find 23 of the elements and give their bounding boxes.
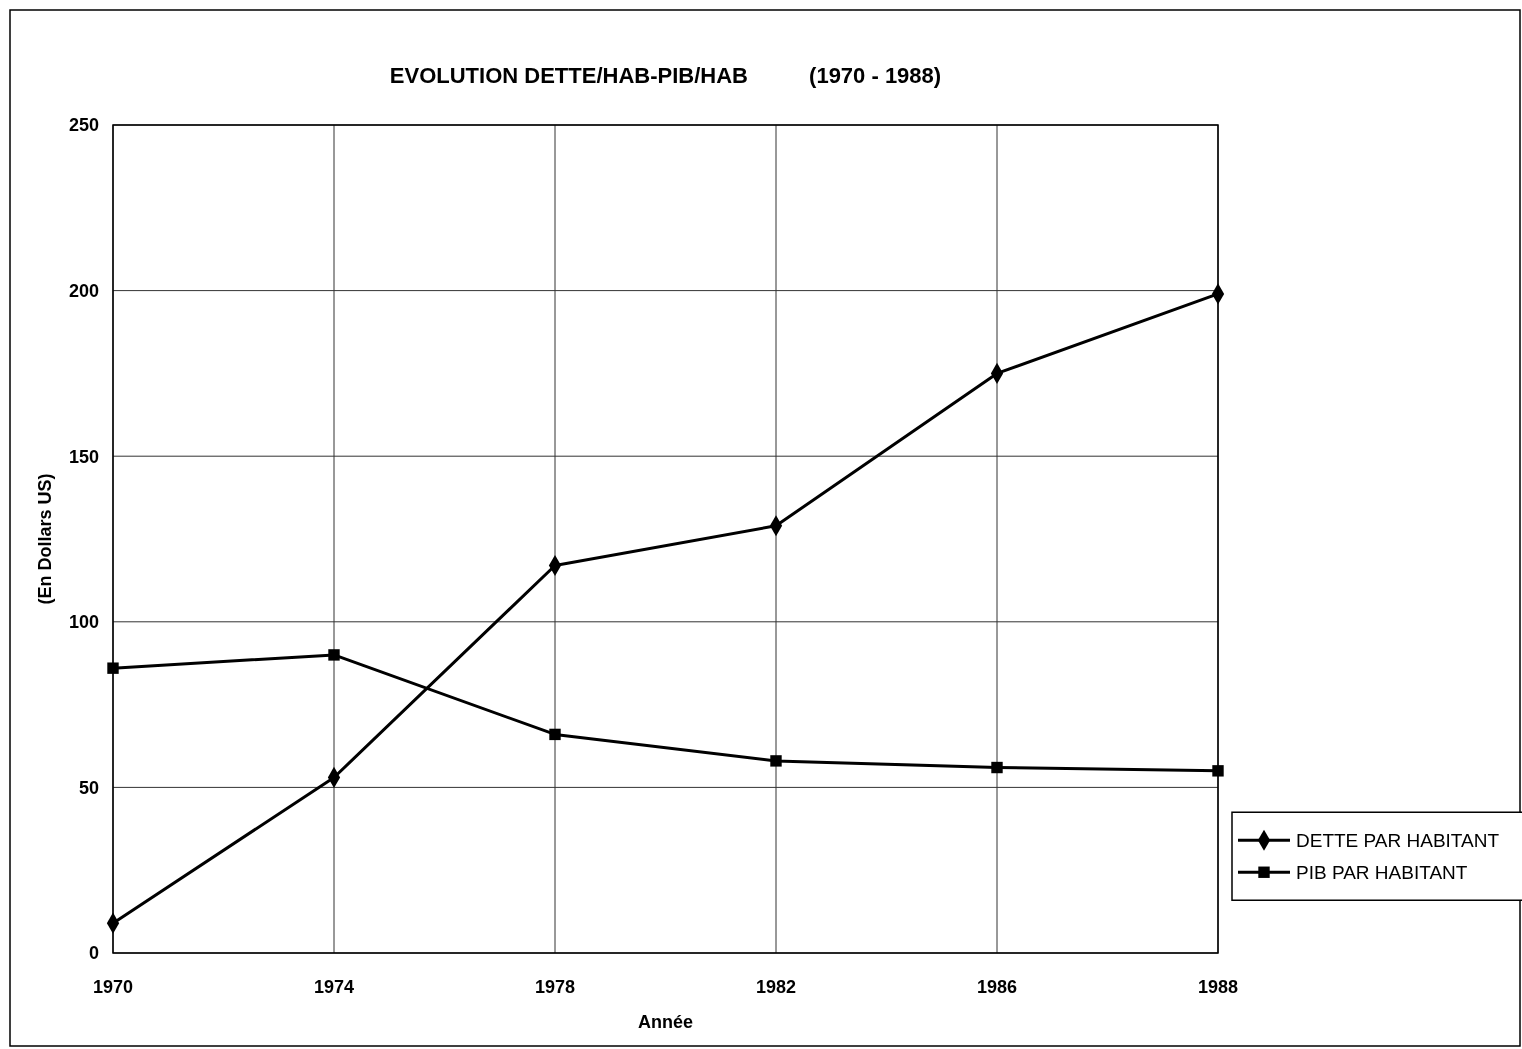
- x-tick-label: 1970: [92, 977, 134, 997]
- x-axis-title: Année: [637, 1012, 694, 1032]
- y-tick-label: 150: [68, 446, 99, 467]
- point: [1212, 765, 1224, 777]
- point: [549, 728, 561, 741]
- point: [770, 755, 782, 767]
- y-tick-label: 200: [68, 280, 99, 301]
- legend-label: PIB PAR HABITANT: [1296, 861, 1468, 883]
- x-tick-label: 1978: [534, 977, 576, 997]
- point: [991, 761, 1003, 774]
- x-tick-label: 1988: [1197, 977, 1239, 997]
- legend-label: DETTE PAR HABITANT: [1296, 829, 1500, 851]
- y-axis-title: (En Dollars US): [35, 473, 55, 605]
- y-tick-label: 100: [68, 612, 99, 633]
- x-tick-label: 1974: [313, 977, 355, 997]
- point: [328, 649, 340, 661]
- point: [107, 662, 119, 674]
- x-tick-label: 1986: [976, 977, 1018, 997]
- y-tick-label: 250: [68, 115, 99, 136]
- y-tick-label: 0: [88, 943, 99, 964]
- y-tick-label: 50: [78, 777, 99, 798]
- x-tick-label: 1982: [755, 977, 797, 997]
- chart-title: EVOLUTION DETTE/HAB-PIB/HAB (1970 - 1988): [389, 63, 942, 88]
